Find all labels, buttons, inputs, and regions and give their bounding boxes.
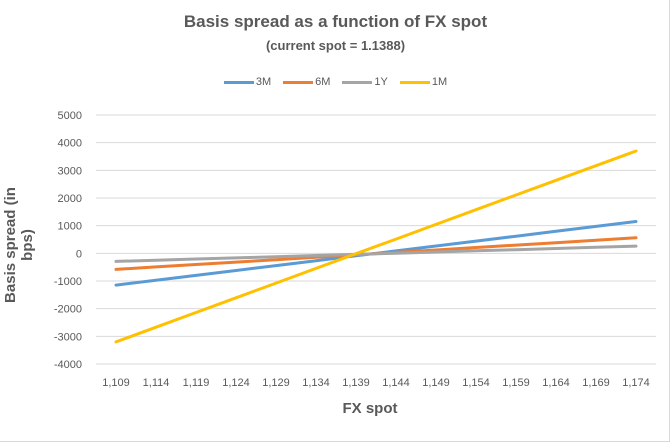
x-tick-label: 1,159 xyxy=(502,377,530,389)
series-line-6m xyxy=(114,236,638,271)
y-axis-title: Basis spread (in bps) xyxy=(2,187,36,303)
y-tick-label: -4000 xyxy=(54,359,82,371)
x-tick-label: 1,129 xyxy=(262,377,290,389)
x-tick-label: 1,174 xyxy=(622,377,650,389)
series-line-1y xyxy=(114,244,638,263)
x-axis-title: FX spot xyxy=(342,400,398,417)
legend-label: 1M xyxy=(431,76,448,88)
legend-swatch-1m xyxy=(399,80,430,84)
legend-item-6m: 6M xyxy=(283,76,330,88)
legend-swatch-6m xyxy=(283,80,314,84)
y-tick-label: 5000 xyxy=(58,110,82,122)
chart-title: Basis spread as a function of FX spot xyxy=(183,12,488,31)
chart-subtitle: (current spot = 1.1388) xyxy=(265,38,406,53)
y-tick-label: 3000 xyxy=(58,165,82,177)
legend-swatch-1y xyxy=(342,80,373,84)
legend-swatch-3m xyxy=(223,80,254,84)
x-tick-label: 1,139 xyxy=(342,377,370,389)
legend-label: 1Y xyxy=(374,76,388,88)
series-line-1m xyxy=(114,149,638,344)
y-tick-label: -1000 xyxy=(54,276,82,288)
x-tick-label: 1,114 xyxy=(143,377,170,389)
x-tick-label: 1,109 xyxy=(102,377,130,389)
legend-item-3m: 3M xyxy=(223,76,272,88)
chart-legend: 3M 6M 1Y 1M xyxy=(0,76,671,88)
y-tick-label: 2000 xyxy=(58,193,82,205)
legend-item-1y: 1Y xyxy=(342,76,388,88)
y-tick-label: -3000 xyxy=(54,331,82,343)
x-tick-label: 1,119 xyxy=(183,377,210,389)
series-line-3m xyxy=(114,220,638,287)
x-tick-label: 1,154 xyxy=(462,377,490,389)
y-tick-label: -2000 xyxy=(54,304,82,316)
x-tick-label: 1,149 xyxy=(422,377,450,389)
legend-label: 3M xyxy=(255,76,272,88)
y-tick-label: 1000 xyxy=(58,221,82,233)
legend-label: 6M xyxy=(315,76,331,88)
x-tick-label: 1,169 xyxy=(582,377,610,389)
y-tick-label: 4000 xyxy=(58,138,82,150)
x-tick-label: 1,144 xyxy=(382,377,410,389)
x-tick-label: 1,164 xyxy=(542,377,570,389)
x-tick-label: 1,134 xyxy=(302,377,330,389)
x-tick-label: 1,124 xyxy=(222,377,250,389)
y-tick-label: 0 xyxy=(76,248,82,260)
legend-item-1m: 1M xyxy=(399,76,448,88)
